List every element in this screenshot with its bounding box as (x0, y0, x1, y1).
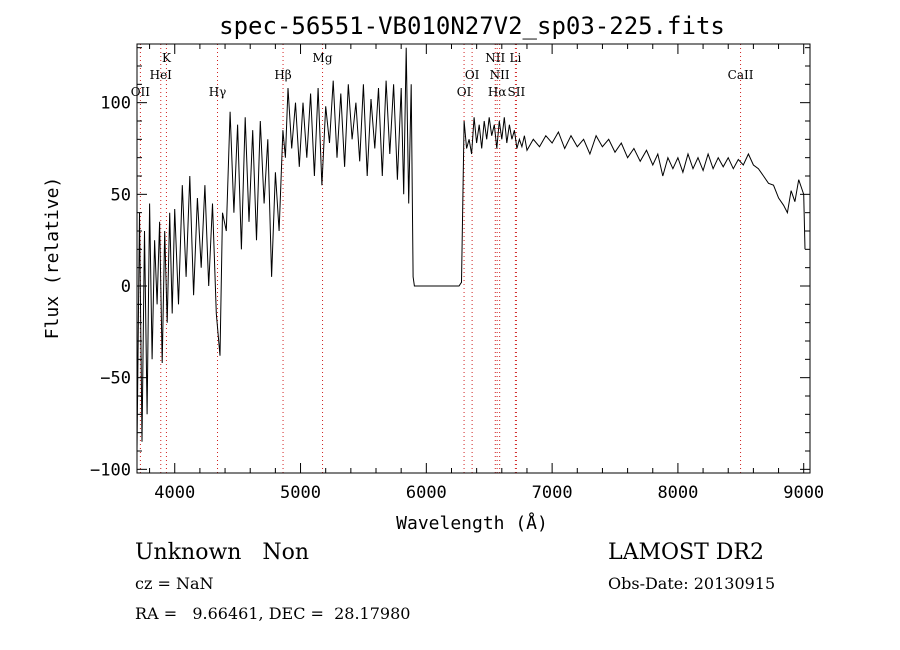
x-tick-label: 7000 (532, 483, 573, 503)
y-axis-label: Flux (relative) (42, 177, 63, 340)
x-tick-label: 9000 (783, 483, 824, 503)
line-label-7: Li (509, 51, 521, 65)
y-tick-label: 100 (100, 94, 131, 114)
y-tick-label: −50 (100, 369, 131, 389)
cz-text: cz = NaN (135, 574, 214, 593)
plot-frame (136, 43, 811, 474)
line-label-1: K (162, 51, 172, 65)
coordinates-text: RA = 9.66461, DEC = 28.17980 (135, 604, 411, 623)
line-label-13: CaII (728, 68, 754, 82)
y-tick-label: 50 (111, 185, 131, 205)
y-tick-label: −100 (90, 460, 131, 480)
x-tick-label: 6000 (406, 483, 447, 503)
line-label-2: HeI (150, 68, 173, 82)
y-axis-ticks: −100 −50 0 50 100 (90, 47, 810, 480)
obs-date-text: Obs-Date: 20130915 (608, 574, 776, 593)
survey-text: LAMOST DR2 (608, 540, 764, 565)
emission-line-labels: OII K HeI Hγ Hβ Mg NII Li OI NII OI Hα SII CaII (131, 51, 754, 99)
line-label-4: Hβ (274, 68, 291, 82)
spectrum-series-line (136, 47, 806, 452)
line-label-9: NII (490, 68, 510, 82)
line-label-12: SII (508, 85, 526, 99)
x-tick-label: 4000 (154, 483, 195, 503)
line-label-3: Hγ (209, 85, 227, 99)
x-tick-label: 5000 (280, 483, 321, 503)
chart-title: spec-56551-VB010N27V2_sp03-225.fits (219, 12, 725, 40)
line-label-8: OI (465, 68, 480, 82)
y-tick-label: 0 (121, 277, 131, 297)
line-label-5: Mg (313, 51, 333, 65)
x-tick-label: 8000 (657, 483, 698, 503)
line-label-6: NII (485, 51, 505, 65)
line-label-0: OII (131, 85, 151, 99)
x-axis-label: Wavelength (Å) (396, 512, 548, 534)
x-axis-ticks: 4000 5000 6000 7000 8000 9000 (149, 44, 824, 503)
object-class-text: Unknown Non (135, 540, 310, 565)
line-label-10: OI (457, 85, 472, 99)
emission-line-markers (139, 44, 742, 473)
line-label-11: Hα (488, 85, 507, 99)
